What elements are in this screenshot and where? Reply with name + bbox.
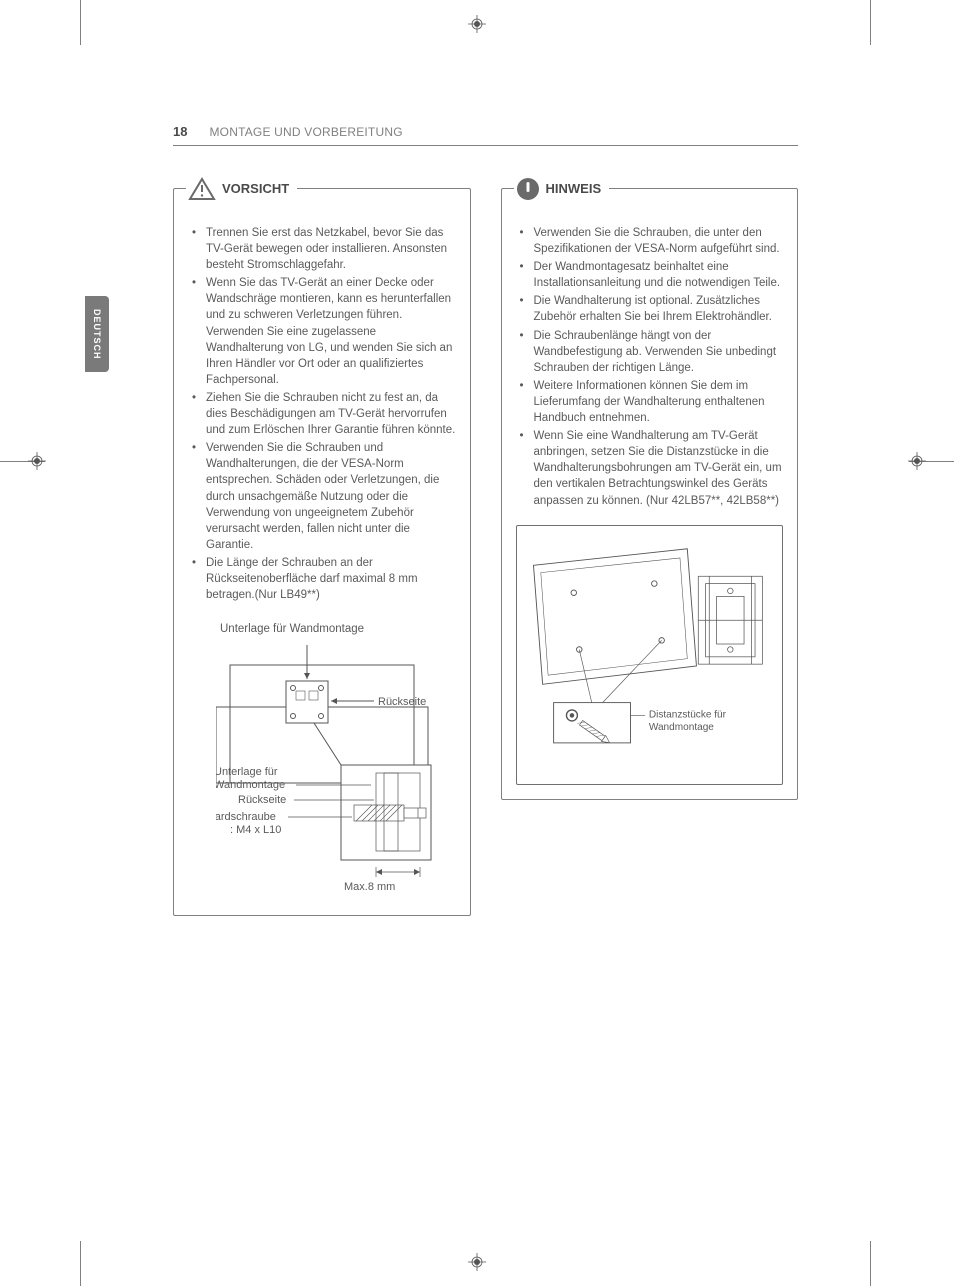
registration-mark-icon [28, 452, 46, 470]
diagram-label: Wandmontage [648, 722, 713, 733]
diagram-label: Unterlage für [216, 766, 278, 778]
crop-mark [870, 0, 871, 45]
crop-mark [870, 1241, 871, 1286]
list-item: Weitere Informationen können Sie dem im … [520, 378, 784, 426]
note-title: HINWEIS [514, 177, 610, 201]
list-item: Verwenden Sie die Schrauben und Wandhalt… [192, 440, 456, 553]
chapter-title: MONTAGE UND VORBEREITUNG [209, 125, 402, 139]
info-circle-icon [516, 177, 540, 201]
spacer-diagram: Distanzstücke für Wandmontage [516, 525, 784, 785]
page-number: 18 [173, 124, 187, 139]
list-item: Trennen Sie erst das Netzkabel, bevor Si… [192, 225, 456, 273]
tv-back-diagram-icon: Rückseite [216, 645, 446, 895]
tv-spacer-diagram-icon: Distanzstücke für Wandmontage [517, 526, 783, 784]
registration-mark-icon [468, 15, 486, 33]
diagram-label: Wandmontage [216, 779, 285, 791]
caution-title: VORSICHT [186, 177, 297, 201]
list-item: Der Wandmontagesatz beinhaltet eine Inst… [520, 259, 784, 291]
left-column: VORSICHT Trennen Sie erst das Netzkabel,… [173, 188, 471, 916]
list-item: Verwenden Sie die Schrauben, die unter d… [520, 225, 784, 257]
language-tab: DEUTSCH [85, 296, 109, 372]
diagram-label: : M4 x L10 [230, 824, 281, 836]
registration-mark-icon [908, 452, 926, 470]
note-box: HINWEIS Verwenden Sie die Schrauben, die… [501, 188, 799, 800]
diagram-label: Max.8 mm [344, 881, 395, 893]
list-item: Wenn Sie eine Wandhalterung am TV-Gerät … [520, 428, 784, 508]
diagram-label: Distanzstücke für [648, 709, 726, 720]
diagram-label: Standardschraube [216, 811, 276, 823]
note-list: Verwenden Sie die Schrauben, die unter d… [516, 225, 784, 509]
page-header: 18 MONTAGE UND VORBEREITUNG [173, 124, 798, 146]
crop-mark [80, 0, 81, 45]
diagram-label: Rückseite [238, 794, 286, 806]
language-tab-label: DEUTSCH [92, 309, 102, 360]
right-column: HINWEIS Verwenden Sie die Schrauben, die… [501, 188, 799, 916]
list-item: Die Wandhalterung ist optional. Zusätzli… [520, 293, 784, 325]
caution-list: Trennen Sie erst das Netzkabel, bevor Si… [188, 225, 456, 603]
caution-box: VORSICHT Trennen Sie erst das Netzkabel,… [173, 188, 471, 916]
crop-mark [80, 1241, 81, 1286]
list-item: Die Schraubenlänge hängt von der Wandbef… [520, 328, 784, 376]
registration-mark-icon [468, 1253, 486, 1271]
note-title-text: HINWEIS [546, 180, 602, 198]
wall-mount-diagram: Unterlage für Wandmontage [188, 621, 456, 901]
diagram-label: Unterlage für Wandmontage [220, 621, 456, 637]
list-item: Wenn Sie das TV-Gerät an einer Decke ode… [192, 275, 456, 388]
warning-triangle-icon [188, 177, 216, 201]
list-item: Ziehen Sie die Schrauben nicht zu fest a… [192, 390, 456, 438]
caution-title-text: VORSICHT [222, 180, 289, 198]
list-item: Die Länge der Schrauben an der Rückseite… [192, 555, 456, 603]
diagram-label: Rückseite [378, 696, 426, 708]
